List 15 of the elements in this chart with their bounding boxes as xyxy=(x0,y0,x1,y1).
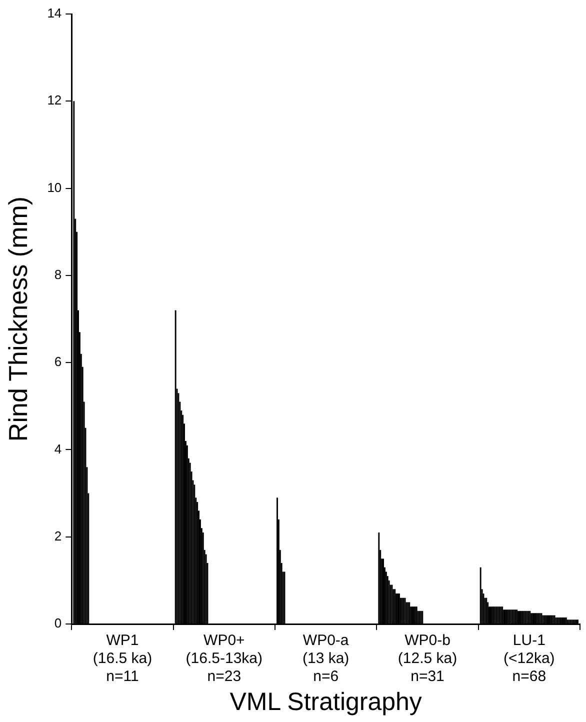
y-tick-label: 4 xyxy=(54,441,62,456)
y-tick-label: 14 xyxy=(47,6,62,21)
y-tick-label: 12 xyxy=(47,92,62,108)
x-tick-label: WP0-a (13 ka) n=6 xyxy=(302,632,350,686)
y-axis-title: Rind Thickness (mm) xyxy=(2,196,33,442)
y-tick-label: 6 xyxy=(54,354,62,370)
y-tick-label: 2 xyxy=(54,528,62,544)
x-tick-label: WP1 (16.5 ka) n=11 xyxy=(92,632,152,686)
y-tick-label: 0 xyxy=(54,616,62,631)
x-tick-label: WP0+ (16.5-13ka) n=23 xyxy=(186,632,263,686)
x-tick-label: LU-1 (<12ka) n=68 xyxy=(504,632,555,686)
x-tick-label: WP0-b (12.5 ka) n=31 xyxy=(398,632,458,686)
x-axis-title: VML Stratigraphy xyxy=(230,688,422,716)
y-tick-label: 8 xyxy=(54,267,62,282)
y-tick-label: 10 xyxy=(47,180,62,195)
